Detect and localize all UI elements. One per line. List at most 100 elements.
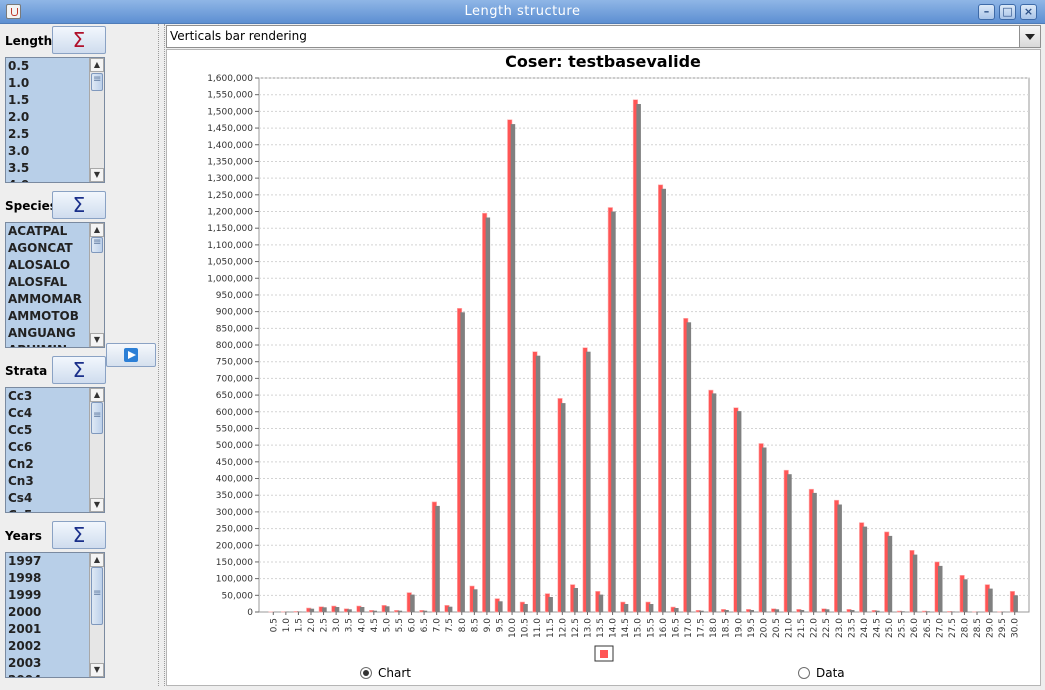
x-tick-label: 8.5 — [470, 618, 480, 632]
x-tick-label: 13.5 — [596, 618, 606, 638]
scroll-down-icon[interactable]: ▼ — [90, 498, 104, 512]
x-tick-label: 23.5 — [847, 618, 857, 638]
list-item[interactable]: Cc3 — [8, 389, 33, 403]
species-list[interactable]: ACATPAL AGONCAT ALOSALO ALOSFAL AMMOMAR AMMOT… — [5, 222, 105, 348]
y-tick-label: 1,000,000 — [207, 274, 253, 284]
length-scrollbar[interactable]: ▲ ▼ — [89, 58, 104, 182]
bar-series2-20.5 — [774, 609, 780, 612]
list-item[interactable]: 1.0 — [8, 76, 30, 90]
species-label: Species — [5, 199, 57, 213]
window-title: Length structure — [464, 4, 581, 19]
list-item[interactable]: 4.0 — [6, 177, 104, 182]
chart-radio[interactable]: Chart — [360, 666, 411, 680]
scroll-thumb[interactable] — [91, 402, 103, 434]
list-item[interactable]: ACATPAL — [8, 224, 68, 238]
scroll-up-icon[interactable]: ▲ — [90, 58, 104, 72]
list-item[interactable]: APHIMIN — [6, 342, 104, 347]
list-item[interactable]: 1997 — [8, 554, 42, 568]
species-scrollbar[interactable]: ▲ ▼ — [89, 223, 104, 347]
scroll-up-icon[interactable]: ▲ — [90, 553, 104, 567]
bar-series2-21.5 — [799, 610, 805, 612]
x-tick-label: 20.5 — [772, 618, 782, 638]
scroll-down-icon[interactable]: ▼ — [90, 168, 104, 182]
bar-series2-13.0 — [586, 351, 591, 612]
list-item[interactable]: 2.0 — [8, 110, 30, 124]
bar-series2-16.5 — [674, 608, 679, 612]
list-item[interactable]: 2002 — [8, 639, 42, 653]
apply-button[interactable] — [106, 343, 156, 367]
bar-series2-5.5 — [397, 610, 403, 612]
list-item[interactable]: 3.5 — [8, 161, 30, 175]
list-item[interactable]: Cn2 — [8, 457, 34, 471]
bar-series2-9.0 — [485, 217, 491, 612]
list-item[interactable]: 0.5 — [8, 59, 30, 73]
radio-chart-indicator[interactable] — [360, 667, 372, 679]
list-item[interactable]: 2.5 — [8, 127, 30, 141]
list-item[interactable]: ALOSFAL — [8, 275, 68, 289]
bar-series2-22.0 — [812, 492, 817, 612]
list-item[interactable]: 1.5 — [8, 93, 30, 107]
scroll-down-icon[interactable]: ▼ — [90, 333, 104, 347]
minimize-button[interactable]: – — [978, 4, 995, 20]
list-item[interactable]: 2000 — [8, 605, 42, 619]
list-item[interactable]: Cc5 — [8, 423, 33, 437]
renderer-select[interactable]: Verticals bar rendering — [166, 25, 1041, 48]
length-label: Length — [5, 34, 53, 48]
split-pane-divider[interactable] — [158, 24, 165, 686]
length-sum-button[interactable]: Σ — [52, 26, 106, 54]
x-tick-label: 21.5 — [797, 618, 807, 638]
list-item[interactable]: ALOSALO — [8, 258, 71, 272]
list-item[interactable]: 2001 — [8, 622, 42, 636]
close-button[interactable]: × — [1020, 4, 1037, 20]
list-item[interactable]: 1999 — [8, 588, 42, 602]
bar-series2-2.5 — [322, 607, 327, 612]
data-radio[interactable]: Data — [798, 666, 845, 680]
species-sum-button[interactable]: Σ — [52, 191, 106, 219]
chart-title: Coser: testbasevalide — [505, 52, 701, 71]
maximize-button[interactable]: □ — [999, 4, 1016, 20]
list-item[interactable]: 1998 — [8, 571, 42, 585]
bar-chart: Coser: testbasevalide 0 50,000 100,000 150,… — [207, 52, 1030, 662]
x-tick-label: 7.0 — [433, 618, 443, 633]
chevron-down-icon[interactable] — [1019, 26, 1040, 47]
years-list[interactable]: 1997 1998 1999 2000 2001 2002 2003 2004 ▲ ▼ — [5, 552, 105, 678]
y-tick-label: 150,000 — [216, 558, 253, 568]
radio-data-indicator[interactable] — [798, 667, 810, 679]
x-tick-label: 25.5 — [898, 618, 908, 638]
list-item[interactable]: 3.0 — [8, 144, 30, 158]
bar-series2-14.0 — [611, 211, 616, 612]
scroll-up-icon[interactable]: ▲ — [90, 223, 104, 237]
bar-series2-19.0 — [736, 411, 742, 612]
strata-sum-button[interactable]: Σ — [52, 356, 106, 384]
scroll-thumb[interactable] — [91, 237, 103, 253]
y-tick-label: 1,050,000 — [207, 258, 253, 268]
length-list[interactable]: 0.5 1.0 1.5 2.0 2.5 3.0 3.5 4.0 ▲ ▼ — [5, 57, 105, 183]
x-tick-label: 4.5 — [370, 618, 380, 632]
scroll-up-icon[interactable]: ▲ — [90, 388, 104, 402]
list-item[interactable]: 2003 — [8, 656, 42, 670]
list-item[interactable]: AGONCAT — [8, 241, 73, 255]
scroll-down-icon[interactable]: ▼ — [90, 663, 104, 677]
years-sum-button[interactable]: Σ — [52, 521, 106, 549]
x-tick-label: 28.5 — [973, 618, 983, 638]
list-item[interactable]: AMMOMAR — [8, 292, 82, 306]
bar-series2-6.5 — [422, 610, 428, 612]
list-item[interactable]: Cs5 — [6, 507, 104, 512]
years-scrollbar[interactable]: ▲ ▼ — [89, 553, 104, 677]
list-item[interactable]: Cs4 — [8, 491, 33, 505]
x-tick-label: 13.0 — [584, 618, 594, 638]
chart-radio-label: Chart — [378, 666, 411, 680]
strata-scrollbar[interactable]: ▲ ▼ — [89, 388, 104, 512]
scroll-thumb[interactable] — [91, 567, 103, 625]
strata-list[interactable]: Cc3 Cc4 Cc5 Cc6 Cn2 Cn3 Cs4 Cs5 ▲ ▼ — [5, 387, 105, 513]
list-item[interactable]: ANGUANG — [8, 326, 76, 340]
list-item[interactable]: 2004 — [6, 672, 104, 677]
bar-series2-18.5 — [724, 610, 729, 612]
y-tick-label: 100,000 — [216, 575, 253, 585]
list-item[interactable]: AMMOTOB — [8, 309, 79, 323]
list-item[interactable]: Cc6 — [8, 440, 33, 454]
list-item[interactable]: Cn3 — [8, 474, 34, 488]
list-item[interactable]: Cc4 — [8, 406, 33, 420]
y-tick-label: 800,000 — [216, 341, 253, 351]
scroll-thumb[interactable] — [91, 73, 103, 91]
